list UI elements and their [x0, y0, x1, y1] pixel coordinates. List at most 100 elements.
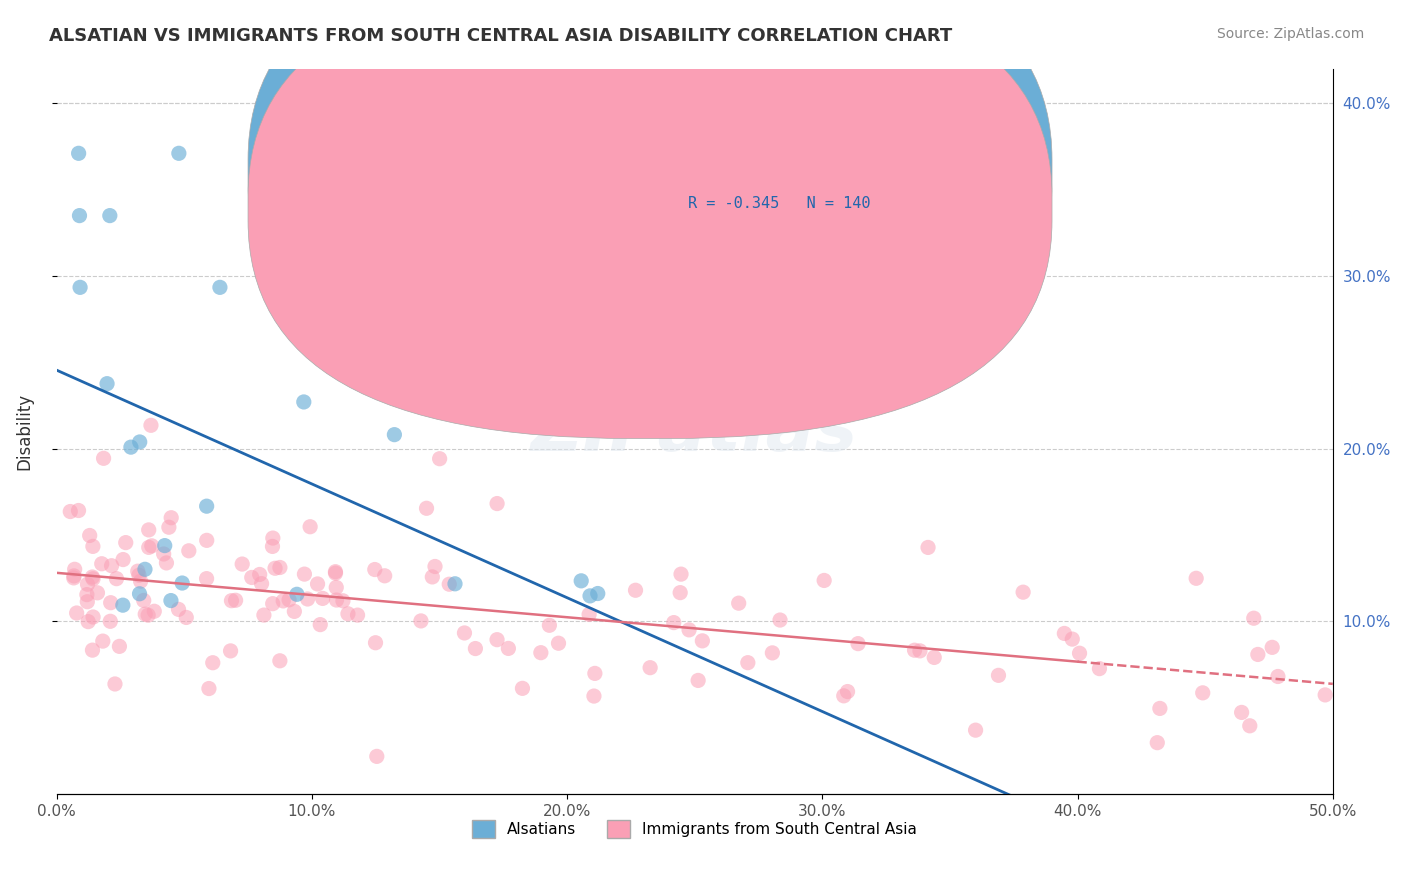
Point [269, 560, 291, 574]
Point [285, 587, 308, 601]
Point [325, 566, 347, 581]
Point [917, 541, 939, 555]
Point [669, 567, 692, 582]
Point [262, 597, 284, 611]
Point [429, 451, 451, 466]
Point [195, 572, 218, 586]
Point [409, 614, 432, 628]
Point [624, 583, 647, 598]
Point [127, 564, 149, 578]
Point [1053, 626, 1076, 640]
Point [152, 547, 174, 561]
Point [63, 569, 86, 583]
Point [153, 539, 176, 553]
Point [98, 615, 121, 629]
Point [662, 615, 685, 630]
Point [225, 593, 247, 607]
Point [111, 598, 134, 612]
Point [922, 650, 945, 665]
Point [155, 556, 177, 570]
Point [112, 552, 135, 566]
Point [93, 451, 115, 466]
Point [582, 689, 605, 703]
Point [67, 146, 90, 161]
Point [174, 610, 197, 624]
Point [141, 539, 163, 553]
Point [297, 592, 319, 607]
Point [569, 574, 592, 588]
FancyBboxPatch shape [606, 148, 1014, 246]
Point [82, 643, 104, 657]
Point [219, 644, 242, 658]
Point [498, 641, 520, 656]
Point [177, 543, 200, 558]
Point [132, 593, 155, 607]
Point [198, 681, 221, 696]
Point [172, 576, 194, 591]
Point [250, 576, 273, 591]
Point [76, 577, 98, 591]
Point [512, 681, 534, 696]
Point [1239, 719, 1261, 733]
Point [1267, 669, 1289, 683]
Point [415, 501, 437, 516]
Point [364, 636, 387, 650]
Point [336, 607, 359, 621]
Point [82, 572, 104, 586]
Point [307, 577, 329, 591]
Point [1315, 688, 1337, 702]
Point [231, 557, 253, 571]
Point [278, 592, 301, 607]
Point [325, 565, 347, 579]
Point [283, 604, 305, 618]
Point [1185, 571, 1208, 585]
Point [332, 594, 354, 608]
Point [987, 668, 1010, 682]
Point [547, 636, 569, 650]
Point [129, 574, 152, 589]
Point [134, 562, 156, 576]
Point [76, 588, 98, 602]
Point [208, 280, 231, 294]
Point [346, 608, 368, 623]
Point [195, 533, 218, 548]
Point [128, 434, 150, 449]
Point [96, 376, 118, 391]
Point [67, 503, 90, 517]
Point [638, 661, 661, 675]
Point [167, 146, 190, 161]
Point [264, 561, 287, 575]
Legend: Alsatians, Immigrants from South Central Asia: Alsatians, Immigrants from South Central… [467, 814, 924, 845]
Text: R = -0.345   N = 140: R = -0.345 N = 140 [689, 196, 870, 211]
Point [423, 559, 446, 574]
Point [100, 558, 122, 573]
Point [292, 395, 315, 409]
Point [221, 593, 243, 607]
Point [669, 585, 692, 599]
Point [309, 617, 332, 632]
Point [143, 604, 166, 618]
Point [77, 615, 100, 629]
Point [1088, 662, 1111, 676]
Text: ALSATIAN VS IMMIGRANTS FROM SOUTH CENTRAL ASIA DISABILITY CORRELATION CHART: ALSATIAN VS IMMIGRANTS FROM SOUTH CENTRA… [49, 27, 952, 45]
Point [59, 504, 82, 518]
Point [538, 618, 561, 632]
Point [157, 520, 180, 534]
Point [98, 209, 121, 223]
Point [761, 646, 783, 660]
Point [366, 749, 388, 764]
Point [846, 637, 869, 651]
Point [1069, 646, 1091, 660]
Point [134, 607, 156, 622]
Point [160, 510, 183, 524]
Point [486, 632, 509, 647]
Point [120, 440, 142, 454]
Point [1149, 701, 1171, 715]
Point [1247, 648, 1270, 662]
Point [583, 666, 606, 681]
Point [832, 689, 855, 703]
Point [813, 574, 835, 588]
Point [69, 209, 91, 223]
Point [727, 596, 749, 610]
Point [262, 531, 284, 545]
